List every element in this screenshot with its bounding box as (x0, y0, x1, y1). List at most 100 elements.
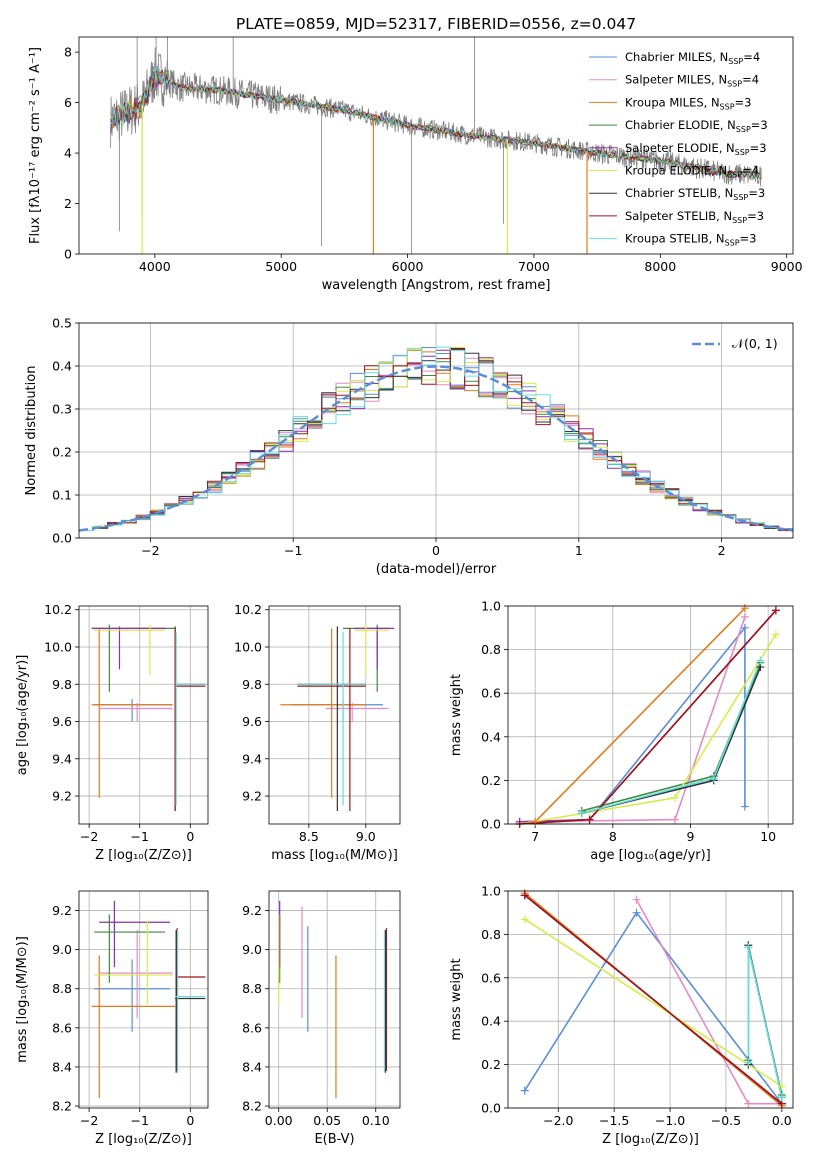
axes-frame (268, 890, 401, 1109)
weight-series-line (519, 616, 746, 823)
weight-point-marker (585, 815, 594, 824)
weight-point-marker (740, 604, 749, 613)
legend-label: Salpeter MILES, NSSP=4 (625, 73, 759, 89)
residual-histogram (79, 349, 793, 531)
x-tick-label: 2 (718, 543, 726, 558)
y-tick-label: 9.0 (52, 942, 72, 957)
weight-point-marker (740, 612, 749, 621)
mass_vs_EBV-plot-area (278, 900, 388, 1099)
legend-label: Chabrier ELODIE, NSSP=3 (625, 118, 768, 134)
y-tick-label: 0.6 (481, 970, 501, 985)
spectrum-panel: 4000 5000 6000 7000 8000 9000 0 2 4 6 8 wavelength … (28, 36, 803, 293)
spectrum-plot-area (110, 37, 762, 254)
axes-frame (78, 322, 794, 539)
age_vs_mass-grid (269, 606, 400, 824)
axes-frame (78, 36, 794, 255)
weight-point-marker (740, 802, 749, 811)
legend-count: =3 (747, 209, 764, 223)
legend-subscript: SSP (725, 239, 740, 248)
mass_vs_EBV-panel: 0.00 0.05 0.10 8.2 8.4 8.6 8.8 9.0 9.2 E(B-V) (242, 890, 401, 1147)
legend-count: =3 (750, 141, 767, 155)
weight-point-marker (531, 817, 540, 826)
y-tick-label: 0.3 (52, 402, 72, 417)
weight-point-marker (740, 623, 749, 632)
weight-point-marker (520, 1086, 529, 1095)
x-tick-label: −1 (284, 543, 302, 558)
legend-count: =3 (740, 232, 757, 246)
x-axis-label: Z [log₁₀(Z/Z⊙)] (95, 1132, 192, 1147)
y-axis-label: Normed distribution (24, 366, 39, 496)
weight_vs_Z-panel: −2.0 −1.5 −1.0 −0.5 0.0 0.0 0.2 0.4 0.6 0.8 1.0 Z [… (449, 884, 794, 1147)
mass_vs_Z-plot-area (91, 900, 206, 1099)
y-tick-label: 1.0 (481, 599, 501, 614)
x-tick-label: −1 (130, 1113, 148, 1128)
x-tick-label: −2 (80, 1113, 98, 1128)
figure-title: PLATE=0859, MJD=52317, FIBERID=0556, z=0… (236, 15, 636, 33)
y-tick-label: 1.0 (481, 884, 501, 899)
age_vs_Z-plot-area (91, 624, 206, 811)
weight-series-line (581, 666, 762, 814)
weight-point-marker (756, 656, 765, 665)
legend-subscript: SSP (720, 102, 735, 111)
y-tick-label: 8.4 (242, 1059, 262, 1074)
weight-point-marker (632, 908, 641, 917)
x-tick-label: 7 (531, 829, 539, 844)
weight-point-marker (520, 915, 529, 924)
x-tick-label: −0.5 (711, 1113, 741, 1128)
x-tick-label: 0 (186, 1113, 194, 1128)
legend-subscript: SSP (728, 57, 743, 66)
y-tick-label: 10.2 (44, 602, 72, 617)
model-spectrum (110, 65, 762, 179)
x-tick-label: 6000 (392, 259, 424, 274)
weight-point-marker (777, 1093, 786, 1102)
x-axis-label: Z [log₁₀(Z/Z⊙)] (602, 1132, 699, 1147)
x-tick-label: 0.05 (313, 1113, 341, 1128)
y-tick-label: 9.4 (52, 751, 72, 766)
x-tick-label: 9 (687, 829, 695, 844)
y-tick-label: 9.8 (242, 677, 262, 692)
x-tick-label: 0.0 (772, 1113, 792, 1128)
y-tick-label: 0.0 (481, 817, 501, 832)
x-axis-label: age [log₁₀(age/yr)] (590, 848, 711, 863)
weight-point-marker (744, 1099, 753, 1108)
x-axis-label: mass [log₁₀(M/M⊙)] (271, 848, 398, 863)
y-tick-label: 9.0 (242, 942, 262, 957)
legend-count: =4 (742, 73, 759, 87)
x-tick-label: 8 (609, 829, 617, 844)
legend-subscript: SSP (733, 193, 748, 202)
x-tick-label: −2.0 (543, 1113, 573, 1128)
weight-point-marker (670, 793, 679, 802)
x-tick-label: −2 (141, 543, 159, 558)
legend-count: =3 (748, 186, 765, 200)
axes-frame (507, 890, 794, 1109)
mass_vs_Z-panel: −2 −1 0 8.2 8.4 8.6 8.8 9.0 9.2 Z [log₁₀(Z/Z⊙)] ma… (15, 890, 209, 1147)
mass_vs_Z-grid (79, 891, 208, 1108)
y-axis-label: mass weight (449, 958, 464, 1040)
y-tick-label: 8.6 (242, 1020, 262, 1035)
y-tick-label: 10.2 (234, 602, 262, 617)
y-axis-label: age [log₁₀(age/yr)] (15, 655, 30, 776)
y-axis-label: Flux [fλ10⁻¹⁷ erg cm⁻² s⁻¹ A⁻¹] (28, 47, 43, 244)
legend-count: =4 (742, 164, 759, 178)
y-tick-label: 9.8 (52, 677, 72, 692)
legend-label: Kroupa ELODIE, NSSP=4 (625, 164, 759, 180)
spectrum-legend: Chabrier MILES, NSSP=4 Salpeter MILES, NS… (589, 50, 768, 248)
y-tick-label: 8.2 (52, 1099, 72, 1114)
model-spectrum (110, 68, 762, 179)
x-tick-label: 0 (186, 829, 194, 844)
axes-frame (507, 605, 794, 825)
y-axis-label: mass weight (449, 674, 464, 756)
axes-frame (78, 890, 209, 1109)
x-axis-label: Z [log₁₀(Z/Z⊙)] (95, 848, 192, 863)
x-tick-label: 8000 (644, 259, 676, 274)
x-tick-label: −1 (130, 829, 148, 844)
age_vs_Z-grid (79, 606, 208, 824)
legend-count: =3 (751, 118, 768, 132)
y-tick-label: 0.2 (52, 445, 72, 460)
legend-label: Chabrier MILES, NSSP=4 (625, 50, 760, 66)
legend-subscript: SSP (735, 148, 750, 157)
legend-label: 𝒩(0, 1) (732, 336, 778, 351)
y-tick-label: 0.4 (481, 1014, 501, 1029)
observed-spectrum (110, 47, 762, 187)
